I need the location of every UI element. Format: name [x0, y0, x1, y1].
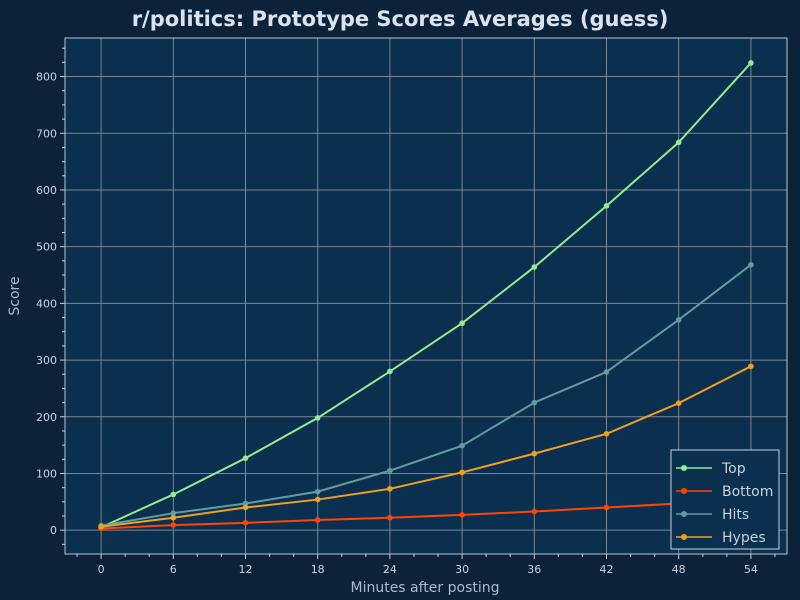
y-tick-label: 700 [36, 127, 57, 140]
legend-label-top: Top [721, 461, 746, 477]
series-line-bottom [101, 498, 751, 530]
legend-marker-hits [681, 511, 687, 517]
data-point-bottom [531, 508, 538, 515]
x-tick-label: 18 [311, 563, 325, 576]
x-tick-label: 36 [527, 563, 541, 576]
y-tick-label: 800 [36, 71, 57, 84]
data-point-hits [748, 262, 754, 268]
axis-ticks: 0 6 12 18 24 30 36 42 48 54 0 100 200 300 400 500 600 700… [36, 47, 776, 576]
y-tick-label: 0 [50, 524, 57, 537]
data-point-bottom [603, 504, 610, 511]
data-point-hits [170, 510, 177, 516]
x-axis-label: Minutes after posting [350, 580, 499, 596]
legend-marker-top [681, 465, 687, 471]
legend-marker-bottom [681, 488, 687, 494]
data-point-hypes [387, 485, 393, 492]
legend-item-bottom: Bottom [676, 484, 773, 500]
legend-box [670, 449, 780, 550]
plot-area [65, 38, 787, 554]
series-hits [98, 262, 754, 529]
y-tick-label: 300 [36, 354, 57, 367]
data-point-hits [675, 317, 682, 323]
data-point-top [387, 368, 393, 375]
data-point-top [459, 320, 465, 327]
series-line-top [100, 62, 752, 529]
data-point-hypes [748, 363, 754, 370]
plot-frame [64, 37, 788, 555]
data-point-hits [242, 500, 249, 507]
data-point-top [675, 139, 682, 146]
legend-label-hits: Hits [722, 507, 749, 523]
legend-item-hypes: Hypes [676, 530, 766, 546]
x-tick-label: 42 [600, 563, 614, 576]
data-point-hits [387, 467, 393, 474]
data-point-hypes [242, 504, 249, 511]
y-tick-label: 200 [36, 411, 57, 424]
data-point-bottom [242, 520, 249, 526]
legend-item-top: Top [676, 461, 746, 477]
data-point-hypes [675, 400, 682, 406]
data-point-hypes [603, 430, 610, 437]
y-axis-label: Score [7, 276, 23, 315]
data-point-hits [314, 488, 321, 495]
y-tick-label: 100 [36, 467, 57, 480]
legend: Top Bottom Hits Hypes [670, 449, 780, 550]
data-point-top [748, 60, 754, 66]
legend-label-hypes: Hypes [722, 530, 766, 546]
legend-marker-hypes [681, 534, 687, 540]
data-point-top [170, 491, 177, 498]
chart-title: r/politics: Prototype Scores Averages (g… [132, 7, 669, 31]
data-point-hypes [459, 469, 465, 476]
data-point-top [242, 455, 249, 461]
x-tick-label: 48 [672, 563, 686, 576]
data-point-hypes [170, 514, 177, 521]
series-line-hits [100, 264, 752, 527]
data-point-bottom [170, 522, 177, 528]
y-tick-label: 500 [36, 241, 57, 254]
data-point-top [314, 415, 321, 421]
series-hypes [98, 363, 754, 530]
data-point-hits [603, 369, 610, 375]
data-point-top [531, 264, 538, 270]
series-top [98, 60, 754, 531]
legend-item-hits: Hits [676, 507, 749, 523]
data-point-hypes [314, 496, 321, 503]
legend-label-bottom: Bottom [722, 484, 773, 500]
series-line-hypes [100, 365, 752, 528]
x-tick-label: 0 [98, 563, 105, 576]
data-point-top [603, 203, 610, 209]
x-tick-label: 12 [239, 563, 253, 576]
x-tick-label: 30 [455, 563, 469, 576]
data-point-bottom [314, 517, 321, 523]
data-point-hypes [98, 523, 104, 530]
data-point-hits [531, 399, 538, 406]
x-tick-label: 24 [383, 563, 397, 576]
data-point-bottom [459, 512, 465, 518]
y-tick-label: 600 [36, 184, 57, 197]
data-point-hits [459, 442, 465, 449]
data-point-bottom [387, 514, 393, 521]
data-point-hypes [531, 450, 538, 457]
grid [65, 38, 787, 554]
x-tick-label: 6 [170, 563, 177, 576]
x-tick-label: 54 [744, 563, 758, 576]
y-tick-label: 400 [36, 297, 57, 310]
